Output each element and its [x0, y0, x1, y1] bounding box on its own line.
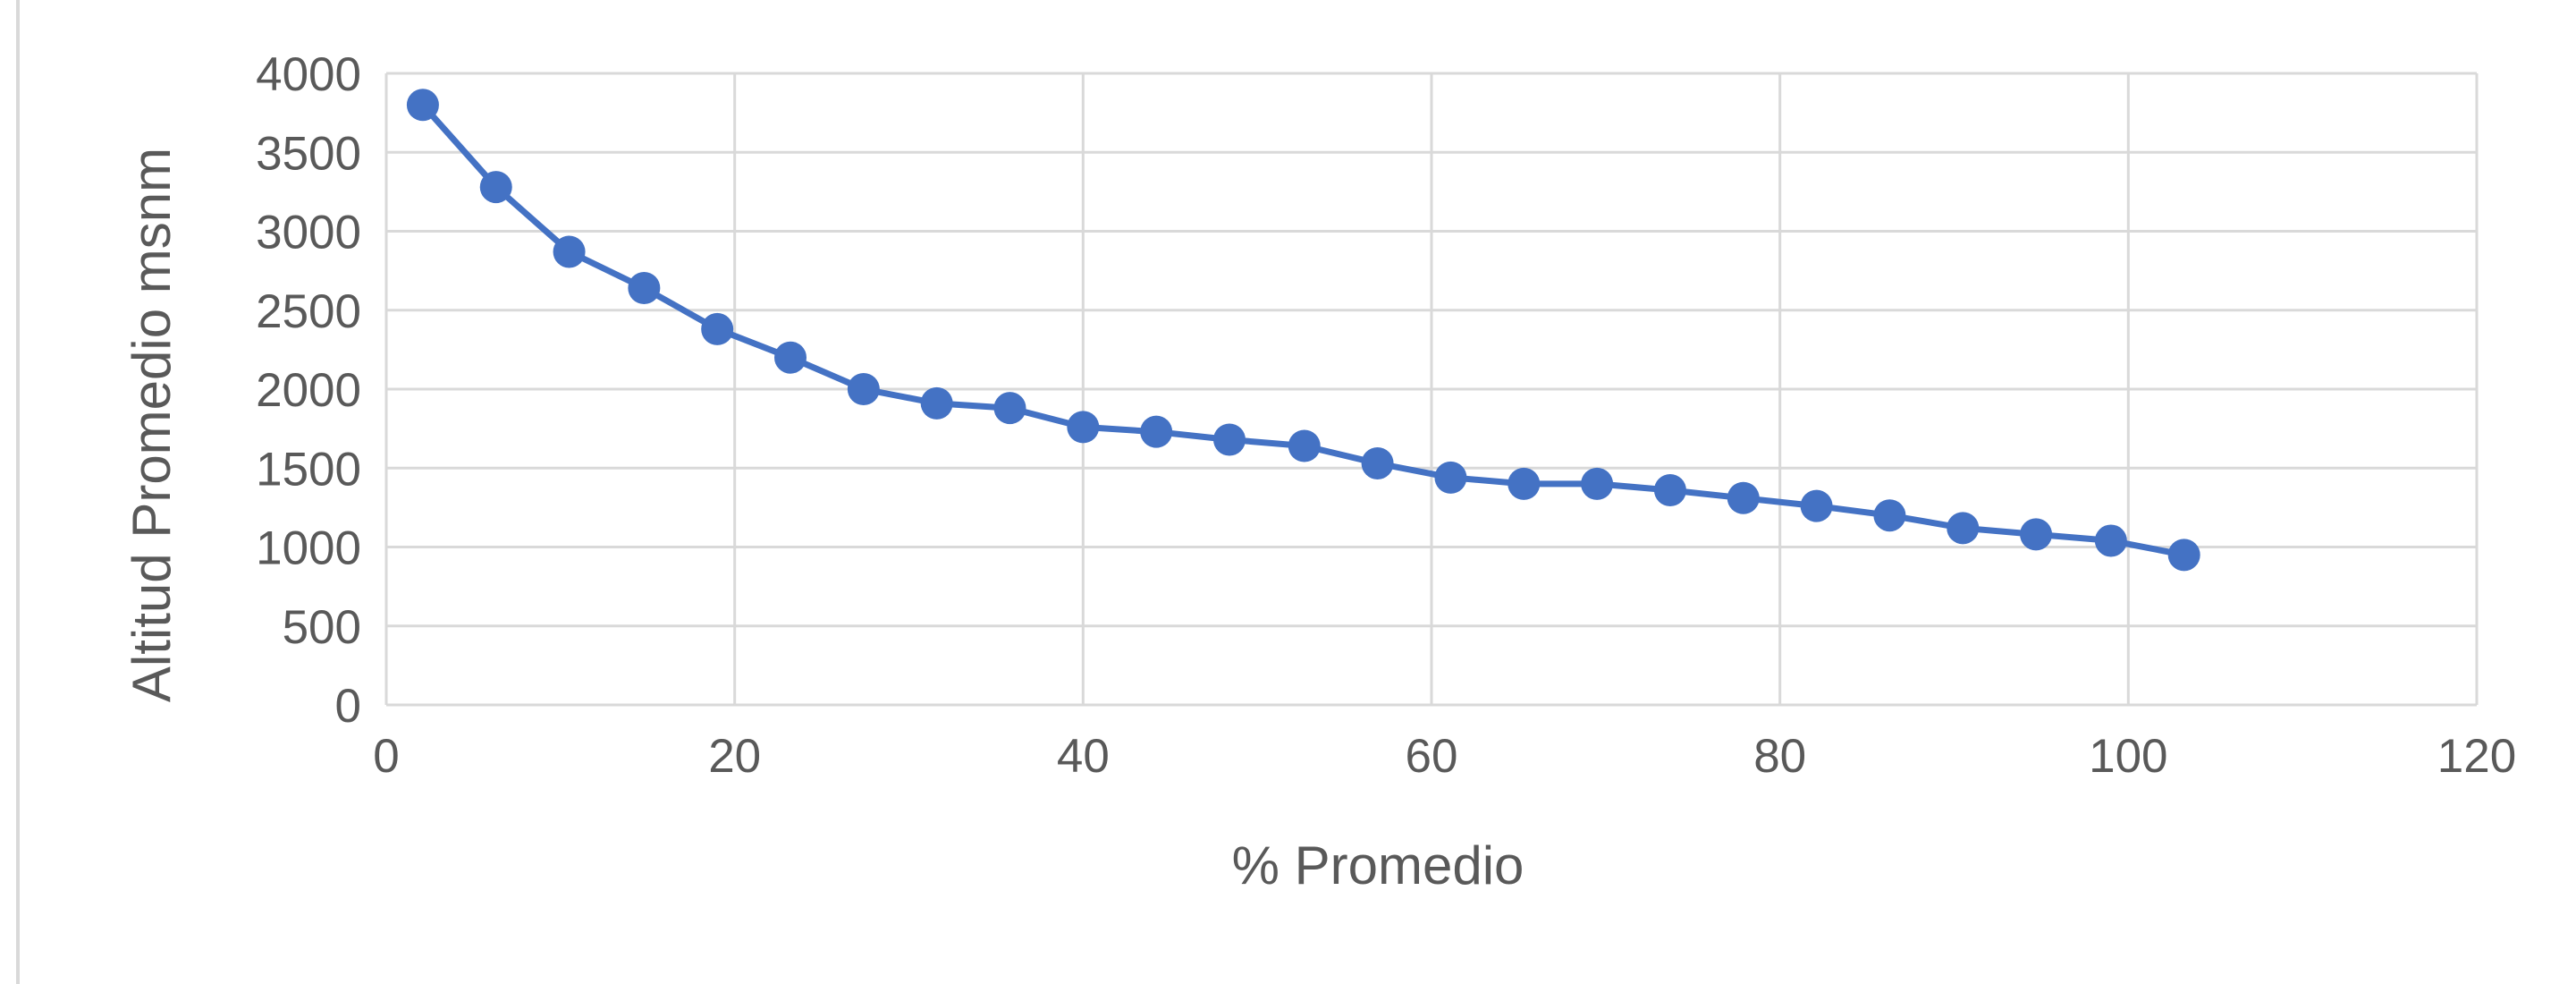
data-point-24	[2167, 539, 2200, 572]
data-point-9	[1067, 411, 1100, 444]
y-tick-label-0: 0	[335, 680, 361, 733]
y-tick-label-5: 2500	[256, 285, 361, 338]
data-point-18	[1727, 481, 1760, 514]
data-point-17	[1653, 473, 1686, 506]
data-point-6	[847, 373, 880, 405]
x-tick-label-4: 80	[1753, 730, 1806, 783]
x-tick-label-3: 60	[1406, 730, 1458, 783]
series-line-0	[419, 101, 2188, 558]
data-point-11	[1212, 423, 1246, 456]
x-tick-label-5: 100	[2089, 730, 2167, 783]
tick-labels: 0 500 1000 1500 2000 2500 3000 3500 4000 0 20 40 60 8…	[256, 48, 2516, 783]
data-point-13	[1361, 446, 1394, 479]
data-point-4	[701, 312, 734, 345]
data-point-7	[920, 386, 953, 420]
x-tick-label-2: 40	[1057, 730, 1110, 783]
data-point-5	[774, 341, 807, 374]
data-point-20	[1873, 499, 1906, 532]
y-tick-label-7: 3500	[256, 127, 361, 180]
y-tick-label-8: 4000	[256, 48, 361, 101]
x-tick-label-6: 120	[2437, 730, 2516, 783]
gridlines	[384, 72, 2479, 707]
x-axis-title: % Promedio	[1232, 836, 1524, 895]
data-point-22	[2020, 518, 2053, 551]
data-point-14	[1434, 461, 1467, 494]
data-point-1	[479, 171, 512, 204]
y-axis-title: Altitud Promedio msnm	[122, 148, 182, 702]
data-point-12	[1288, 429, 1321, 462]
data-point-16	[1581, 467, 1614, 500]
data-point-0	[406, 89, 439, 122]
data-series	[406, 89, 2200, 572]
data-point-10	[1140, 415, 1173, 448]
data-point-3	[628, 272, 661, 305]
data-point-2	[553, 235, 586, 268]
data-point-23	[2094, 524, 2127, 557]
data-point-8	[993, 392, 1026, 425]
y-tick-label-2: 1000	[256, 522, 361, 575]
y-tick-label-4: 2000	[256, 364, 361, 417]
data-point-21	[1947, 512, 1980, 545]
data-point-19	[1800, 489, 1833, 522]
x-tick-label-0: 0	[373, 730, 399, 783]
y-tick-label-6: 3000	[256, 207, 361, 259]
y-tick-label-1: 500	[283, 601, 361, 654]
y-tick-label-3: 1500	[256, 443, 361, 496]
x-tick-label-1: 20	[708, 730, 761, 783]
data-point-15	[1508, 467, 1541, 500]
